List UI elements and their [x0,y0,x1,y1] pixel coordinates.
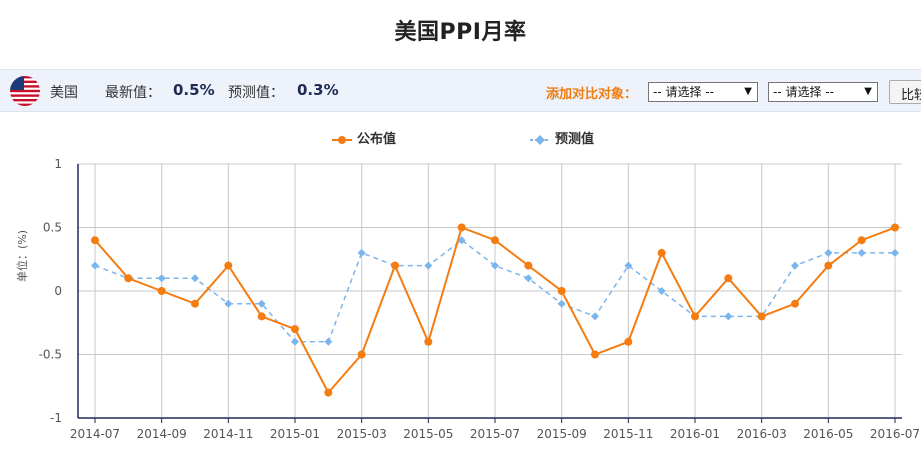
compare-select-2-value: -- 请选择 -- [773,85,834,99]
x-tick-label: 2015-09 [537,427,587,441]
y-tick-label: 1 [54,157,62,171]
actual-data-point [224,261,233,270]
forecast-data-point [857,248,866,257]
actual-data-point [824,261,833,270]
forecast-data-point [291,337,299,346]
x-tick-label: 2015-11 [603,427,653,441]
forecast-data-point [724,312,733,321]
actual-data-point [291,325,299,334]
actual-data-point [524,261,533,270]
actual-data-point [691,312,699,321]
compare-label: 添加对比对象： [546,87,638,102]
forecast-data-point [357,248,366,257]
x-tick-label: 2016-07 [870,427,920,441]
actual-data-point [557,287,566,295]
forecast-data-point [557,299,566,308]
forecast-data-point [491,261,499,270]
x-tick-label: 2014-07 [70,427,120,441]
forecast-data-point [791,261,799,270]
forecast-data-point [891,248,899,257]
actual-data-point [857,236,866,245]
x-tick-label: 2015-05 [403,427,453,441]
forecast-value: 0.3% [297,81,339,99]
x-tick-label: 2014-09 [137,427,187,441]
legend-actual-marker-icon [332,134,352,146]
forecast-data-point [624,261,633,270]
y-tick-label: 0 [54,284,62,298]
actual-data-point [157,287,166,295]
forecast-data-point [91,261,99,270]
x-tick-label: 2016-03 [737,427,787,441]
actual-data-point [591,350,599,359]
legend-item-forecast[interactable]: 预测值 [530,128,594,147]
y-tick-label: 0.5 [43,221,62,235]
latest-value: 0.5% [173,81,215,99]
forecast-data-point [424,261,433,270]
actual-data-point [91,236,99,245]
compare-select-1[interactable]: -- 请选择 -- ▼ [648,82,758,102]
actual-data-point [257,312,266,321]
forecast-data-point [824,248,833,257]
ppi-line-chart: 1 0.5 0 -0.5 -1 2014-07 2014-09 2014-11 2015-01 2… [39,157,920,441]
legend-forecast-label: 预测值 [555,132,595,147]
y-tick-label: -1 [50,411,62,425]
actual-data-point [491,236,499,245]
x-tick-label: 2015-03 [337,427,387,441]
legend-actual-label: 公布值 [357,132,397,147]
y-tick-label: -0.5 [39,348,62,362]
forecast-value-label: 预测值： [228,85,284,101]
actual-data-point [424,337,433,346]
forecast-data-point [157,274,166,283]
compare-button[interactable]: 比较 [889,80,921,104]
country-name: 美国 [50,85,78,101]
actual-data-point [191,299,199,308]
forecast-data-point [524,274,533,283]
forecast-data-point [657,287,666,295]
actual-data-point [124,274,133,283]
forecast-data-point [591,312,599,321]
actual-data-point [891,223,899,232]
compare-button-label: 比较 [901,88,921,103]
x-tick-label: 2015-01 [270,427,320,441]
actual-data-point [391,261,399,270]
x-tick-label: 2014-11 [203,427,253,441]
dropdown-arrow-icon: ▼ [864,86,872,97]
actual-data-point [724,274,733,283]
actual-data-point [657,248,666,257]
latest-value-label: 最新值： [105,85,161,101]
compare-select-2[interactable]: -- 请选择 -- ▼ [768,82,878,102]
actual-data-point [624,337,633,346]
info-bar: 美国 最新值： 0.5% 预测值： 0.3% 添加对比对象： -- 请选择 --… [0,69,921,112]
forecast-data-point [257,299,266,308]
forecast-data-point [191,274,199,283]
x-tick-label: 2016-01 [670,427,720,441]
page-title: 美国PPI月率 [394,20,527,45]
actual-data-point [757,312,766,321]
actual-data-point [457,223,466,232]
legend-item-actual[interactable]: 公布值 [332,128,396,147]
forecast-data-point [324,337,333,346]
x-tick-label: 2015-07 [470,427,520,441]
actual-data-point [791,299,799,308]
legend-forecast-marker-icon [530,134,550,146]
dropdown-arrow-icon: ▼ [744,86,752,97]
forecast-data-point [224,299,233,308]
actual-data-point [324,388,333,397]
actual-data-point [357,350,366,359]
x-tick-label: 2016-05 [803,427,853,441]
forecast-data-point [457,236,466,245]
us-flag-icon [10,76,40,106]
compare-select-1-value: -- 请选择 -- [653,85,714,99]
